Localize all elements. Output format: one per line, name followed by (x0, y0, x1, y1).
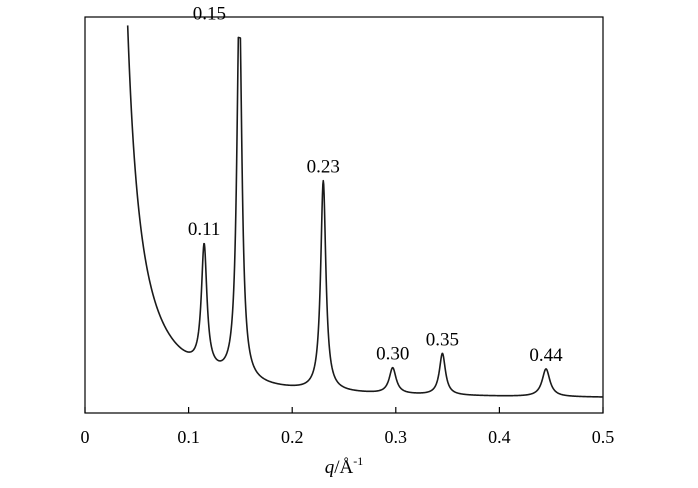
x-axis-label-symbol: q (325, 457, 335, 478)
x-tick-label-5: 0.5 (592, 427, 615, 447)
peak-annotations: 0.11 0.15 0.23 0.30 0.35 0.44 (188, 4, 563, 366)
x-axis-ticks (84, 407, 604, 413)
x-axis-label-unit: /Å (334, 457, 353, 478)
x-tick-label-1: 0.1 (177, 427, 200, 447)
peak-label-3: 0.30 (376, 344, 409, 365)
x-axis-tick-labels: 0 0.1 0.2 0.3 0.4 0.5 (81, 427, 615, 447)
x-tick-label-4: 0.4 (488, 427, 511, 447)
x-axis-label-exponent: -1 (353, 454, 363, 468)
x-axis-label: q/Å-1 (325, 454, 364, 478)
x-tick-label-3: 0.3 (385, 427, 408, 447)
peak-label-4: 0.35 (426, 329, 459, 350)
plot-frame (84, 16, 604, 414)
x-tick-label-0: 0 (81, 427, 90, 447)
peak-label-2: 0.23 (307, 157, 340, 178)
series-line (126, 25, 604, 398)
peak-label-0: 0.11 (188, 219, 221, 240)
peak-label-1: 0.15 (193, 4, 226, 25)
x-tick-label-2: 0.2 (281, 427, 304, 447)
peak-label-5: 0.44 (529, 345, 563, 366)
